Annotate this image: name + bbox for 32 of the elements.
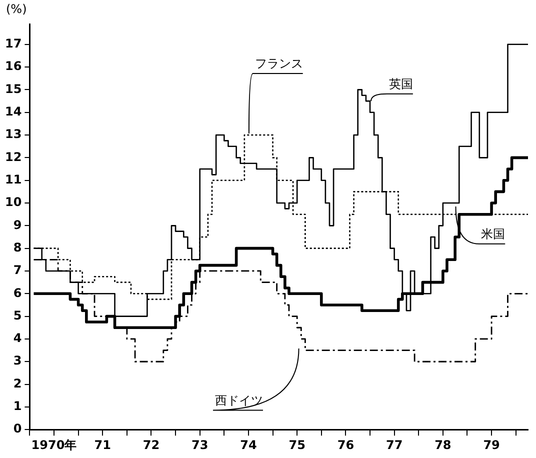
x-tick-label: 1970年 bbox=[31, 438, 77, 452]
y-tick-label: 9 bbox=[13, 218, 22, 232]
x-tick-label: 74 bbox=[240, 438, 257, 452]
y-tick-label: 7 bbox=[13, 263, 22, 278]
x-tick-label: 71 bbox=[94, 438, 111, 452]
y-tick-label: 6 bbox=[13, 286, 22, 300]
y-tick-label: 5 bbox=[13, 308, 22, 322]
y-tick-label: 3 bbox=[13, 354, 22, 368]
y-tick-label: 8 bbox=[13, 240, 22, 254]
y-tick-label: 15 bbox=[4, 82, 22, 96]
text: フランス bbox=[254, 56, 303, 71]
y-tick-label: 14 bbox=[4, 104, 22, 118]
y-axis-title: (%) bbox=[6, 2, 27, 16]
x-tick-label: 79 bbox=[483, 438, 500, 452]
y-tick-label: 2 bbox=[13, 376, 22, 390]
x-tick-label: 75 bbox=[288, 438, 306, 452]
x-tick-label: 76 bbox=[337, 438, 354, 452]
y-tick-label: 1 bbox=[13, 399, 22, 414]
x-tick-label: 72 bbox=[142, 438, 160, 452]
x-tick-label: 73 bbox=[192, 438, 208, 452]
y-tick-label: 0 bbox=[13, 422, 22, 436]
y-tick-label: 12 bbox=[4, 150, 22, 164]
y-tick-label: 4 bbox=[13, 331, 22, 346]
series-label: 英国 bbox=[388, 76, 413, 91]
y-tick-label: 17 bbox=[4, 36, 22, 51]
y-tick-label: 13 bbox=[4, 127, 22, 142]
y-tick-label: 10 bbox=[4, 195, 22, 210]
x-tick-label: 78 bbox=[434, 438, 452, 452]
x-tick-label: 77 bbox=[386, 438, 403, 452]
y-tick-label: 11 bbox=[4, 172, 22, 186]
series-label: 米国 bbox=[481, 227, 506, 242]
y-tick-label: 16 bbox=[4, 59, 22, 74]
